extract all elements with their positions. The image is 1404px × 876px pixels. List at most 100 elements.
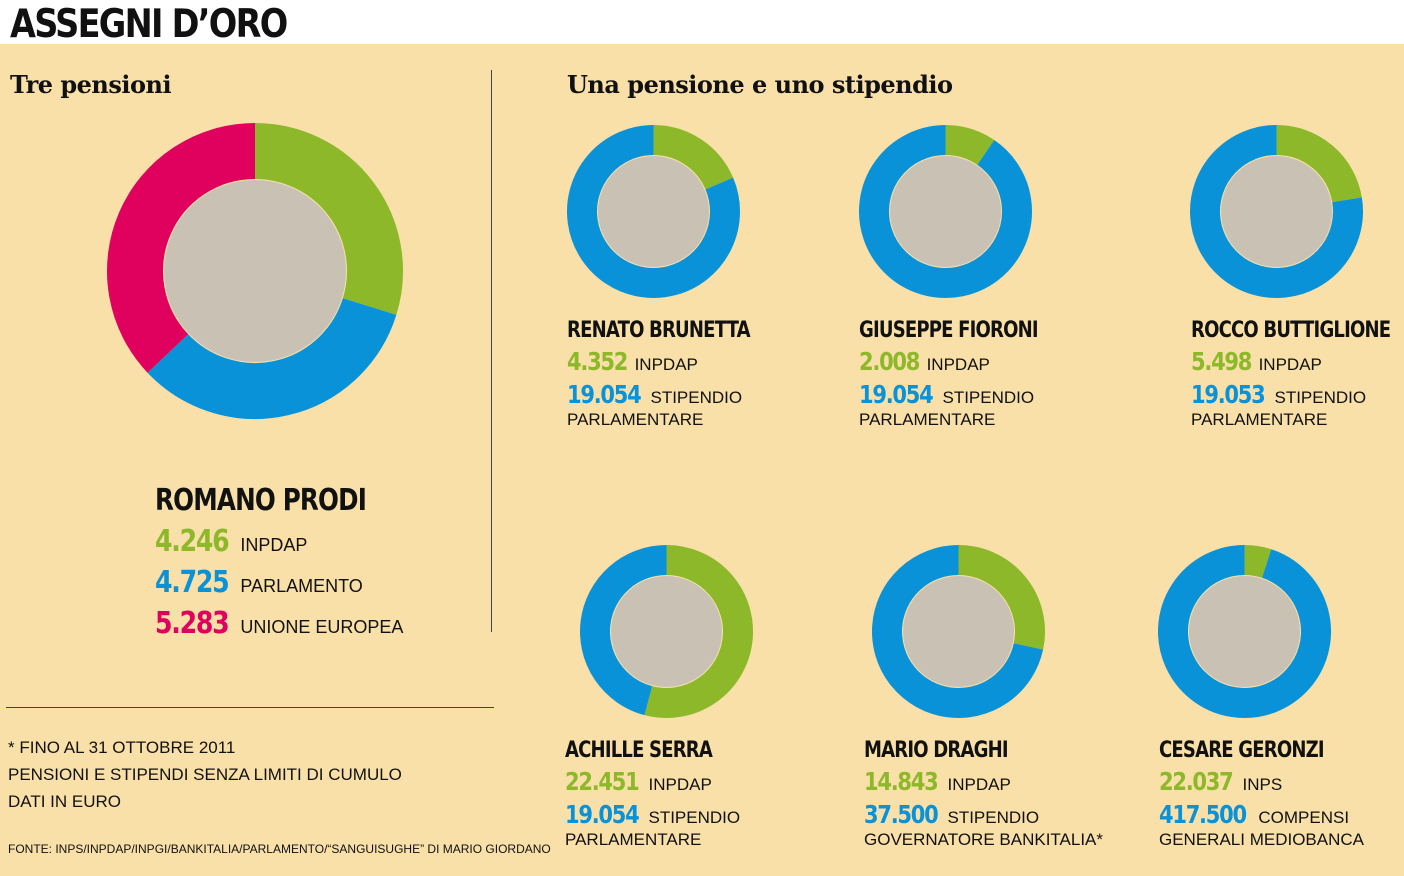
value-number: 37.500 bbox=[864, 800, 939, 829]
donut-slice-unione-europea bbox=[107, 123, 256, 373]
value-label-continued: PARLAMENTARE bbox=[567, 410, 704, 429]
value-number: 2.008 bbox=[859, 347, 920, 376]
value-label-continued: PARLAMENTARE bbox=[859, 410, 996, 429]
footnote-line: * FINO AL 31 OTTOBRE 2011 bbox=[8, 738, 236, 757]
footnote-line: PENSIONI E STIPENDI SENZA LIMITI DI CUMU… bbox=[8, 765, 402, 784]
value-label: STIPENDIO bbox=[947, 808, 1040, 827]
horizontal-divider bbox=[6, 707, 494, 708]
value-label: INPDAP bbox=[926, 355, 990, 374]
value-label: STIPENDIO bbox=[650, 388, 743, 407]
value-row-salary: 19.054 STIPENDIO bbox=[565, 800, 744, 829]
section-title-three-pensions: Tre pensioni bbox=[10, 70, 172, 99]
person-name: MARIO DRAGHI bbox=[864, 738, 1009, 763]
person-name: RENATO BRUNETTA bbox=[567, 318, 751, 343]
donut-chart-draghi bbox=[872, 545, 1045, 718]
value-row-unione-europea: 5.283 UNIONE EUROPEA bbox=[155, 606, 412, 641]
section-title-pension-and-salary: Una pensione e uno stipendio bbox=[567, 70, 953, 99]
person-name: ROCCO BUTTIGLIONE bbox=[1191, 318, 1391, 343]
value-row-salary: 37.500 STIPENDIO bbox=[864, 800, 1103, 829]
value-label: COMPENSI bbox=[1258, 808, 1350, 827]
person-name: ACHILLE SERRA bbox=[565, 738, 713, 763]
source-credit: FONTE: INPS/INPDAP/INPGI/BANKITALIA/PARL… bbox=[8, 842, 551, 856]
value-number: 4.725 bbox=[155, 565, 230, 600]
donut-chart-fioroni bbox=[859, 125, 1032, 298]
value-label-continued: GENERALI MEDIOBANCA bbox=[1159, 830, 1364, 849]
value-label: STIPENDIO bbox=[1274, 388, 1367, 407]
person-block-prodi: ROMANO PRODI 4.246 INPDAP 4.725 PARLAMEN… bbox=[155, 483, 412, 641]
value-label: STIPENDIO bbox=[648, 808, 741, 827]
value-label: INPDAP bbox=[947, 775, 1011, 794]
value-row-compensation: 417.500 COMPENSI bbox=[1159, 800, 1364, 829]
person-block-brunetta: RENATO BRUNETTA 4.352 INPDAP 19.054 STIP… bbox=[567, 318, 790, 430]
donut-svg-prodi bbox=[107, 123, 403, 419]
value-label: INPDAP bbox=[1258, 355, 1322, 374]
value-row-salary: 19.054 STIPENDIO bbox=[567, 380, 790, 409]
value-row-salary: 19.053 STIPENDIO bbox=[1191, 380, 1404, 409]
value-label: UNIONE EUROPEA bbox=[240, 617, 404, 637]
donut-chart-brunetta bbox=[567, 125, 740, 298]
value-label-continued: PARLAMENTARE bbox=[1191, 410, 1328, 429]
value-row-salary: 19.054 STIPENDIO bbox=[859, 380, 1077, 409]
donut-svg-serra bbox=[580, 545, 753, 718]
value-label: INPS bbox=[1242, 775, 1283, 794]
value-number: 22.451 bbox=[565, 767, 640, 796]
value-label: INPDAP bbox=[634, 355, 698, 374]
value-number: 19.054 bbox=[859, 380, 934, 409]
value-number: 4.352 bbox=[567, 347, 628, 376]
value-row-parlamento: 4.725 PARLAMENTO bbox=[155, 565, 412, 600]
value-row-pension: 22.037 INPS bbox=[1159, 767, 1364, 796]
value-number: 5.498 bbox=[1191, 347, 1252, 376]
donut-svg-draghi bbox=[872, 545, 1045, 718]
donut-slice-inpdap bbox=[644, 545, 753, 718]
value-label: STIPENDIO bbox=[942, 388, 1035, 407]
value-number: 5.283 bbox=[155, 606, 230, 641]
value-label-continued: GOVERNATORE BANKITALIA* bbox=[864, 830, 1104, 849]
value-number: 22.037 bbox=[1159, 767, 1234, 796]
donut-slice-inps bbox=[1243, 545, 1272, 578]
portrait-photo bbox=[164, 180, 346, 362]
donut-chart-serra bbox=[580, 545, 753, 718]
person-block-serra: ACHILLE SERRA 22.451 INPDAP 19.054 STIPE… bbox=[565, 738, 744, 850]
portrait-photo bbox=[1189, 576, 1300, 687]
portrait-photo bbox=[611, 576, 722, 687]
portrait-photo bbox=[1221, 156, 1332, 267]
value-row-pension: 22.451 INPDAP bbox=[565, 767, 744, 796]
value-row-inpdap: 4.246 INPDAP bbox=[155, 524, 412, 559]
donut-svg-fioroni bbox=[859, 125, 1032, 298]
donut-chart-prodi bbox=[107, 123, 403, 419]
donut-chart-geronzi bbox=[1158, 545, 1331, 718]
person-name: ROMANO PRODI bbox=[155, 483, 367, 518]
donut-slice-stipendio-parlamentare bbox=[1190, 125, 1363, 298]
donut-svg-buttiglione bbox=[1190, 125, 1363, 298]
value-label-continued: PARLAMENTARE bbox=[565, 830, 702, 849]
value-row-pension: 2.008 INPDAP bbox=[859, 347, 1077, 376]
donut-svg-geronzi bbox=[1158, 545, 1331, 718]
donut-slice-compensi-generali-mediobanca bbox=[1158, 545, 1331, 718]
vertical-divider bbox=[491, 70, 492, 632]
value-row-pension: 14.843 INPDAP bbox=[864, 767, 1103, 796]
portrait-photo bbox=[890, 156, 1001, 267]
value-row-pension: 4.352 INPDAP bbox=[567, 347, 790, 376]
person-block-draghi: MARIO DRAGHI 14.843 INPDAP 37.500 STIPEN… bbox=[864, 738, 1103, 850]
value-number: 19.054 bbox=[567, 380, 642, 409]
donut-slice-stipendio-governatore-bankitalia bbox=[872, 545, 1044, 718]
person-block-fioroni: GIUSEPPE FIORONI 2.008 INPDAP 19.054 STI… bbox=[859, 318, 1077, 430]
donut-slice-inpdap bbox=[254, 123, 403, 315]
portrait-photo bbox=[903, 576, 1014, 687]
donut-slice-stipendio-parlamentare bbox=[580, 545, 668, 716]
value-label: PARLAMENTO bbox=[240, 576, 363, 596]
donut-slice-inpdap bbox=[957, 545, 1045, 650]
value-row-pension: 5.498 INPDAP bbox=[1191, 347, 1404, 376]
donut-slice-inpdap bbox=[652, 125, 734, 190]
donut-svg-brunetta bbox=[567, 125, 740, 298]
donut-slice-stipendio-parlamentare bbox=[859, 125, 1032, 298]
footnotes: * FINO AL 31 OTTOBRE 2011 PENSIONI E STI… bbox=[8, 734, 402, 815]
person-name: GIUSEPPE FIORONI bbox=[859, 318, 1039, 343]
donut-slice-inpdap bbox=[944, 125, 995, 166]
footnote-line: DATI IN EURO bbox=[8, 792, 122, 811]
person-block-buttiglione: ROCCO BUTTIGLIONE 5.498 INPDAP 19.053 ST… bbox=[1191, 318, 1404, 430]
value-number: 19.053 bbox=[1191, 380, 1266, 409]
donut-chart-buttiglione bbox=[1190, 125, 1363, 298]
portrait-photo bbox=[598, 156, 709, 267]
value-number: 19.054 bbox=[565, 800, 640, 829]
